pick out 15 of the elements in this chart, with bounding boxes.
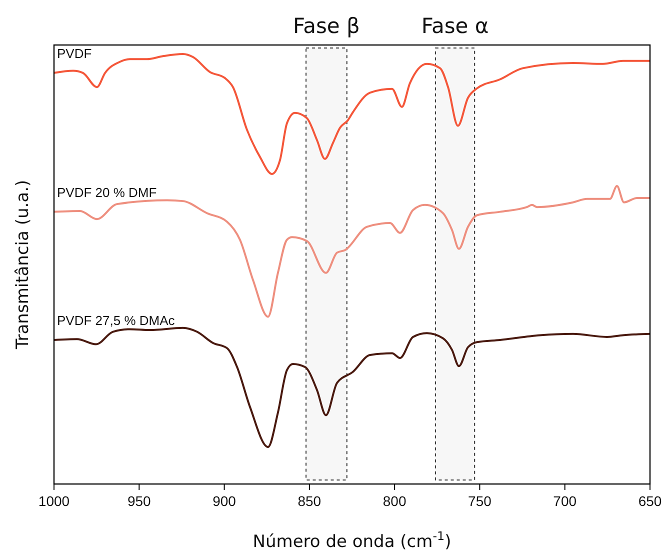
x-tick-label: 700 <box>553 493 577 509</box>
series-label: PVDF 27,5 % DMAc <box>57 312 176 328</box>
x-tick-label: 800 <box>382 493 406 509</box>
series-label: PVDF 20 % DMF <box>57 184 157 200</box>
x-tick-label: 750 <box>468 493 492 509</box>
y-axis-title: Transmitância (u.a.) <box>13 180 33 350</box>
x-tick-label: 1000 <box>38 493 70 509</box>
band-label: Fase β <box>292 14 360 38</box>
series-label: PVDF <box>57 46 92 61</box>
x-tick-label: 900 <box>212 493 236 509</box>
x-tick-label: 650 <box>638 493 662 509</box>
x-tick-label: 850 <box>298 493 322 509</box>
x-tick-label: 950 <box>127 493 152 509</box>
band-label: Fase α <box>421 14 489 38</box>
x-axis-title: Número de onda (cm$^{-1}$) <box>252 529 452 552</box>
